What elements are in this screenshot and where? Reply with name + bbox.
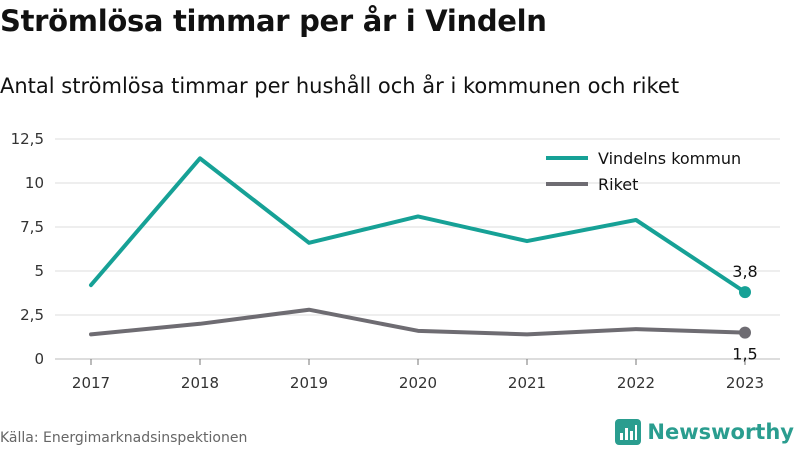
- y-tick-label: 0: [34, 350, 44, 368]
- y-tick-label: 7,5: [20, 218, 44, 236]
- brand-name: Newsworthy: [647, 420, 794, 444]
- y-tick-label: 2,5: [20, 306, 44, 324]
- brand-logo: Newsworthy: [615, 419, 794, 445]
- x-tick-label: 2021: [508, 374, 546, 392]
- y-tick-label: 10: [25, 174, 44, 192]
- x-tick-label: 2020: [399, 374, 437, 392]
- x-tick-label: 2019: [290, 374, 328, 392]
- legend: Vindelns kommun Riket: [546, 149, 741, 194]
- series-end-label: 3,8: [732, 262, 757, 281]
- chart-title: Strömlösa timmar per år i Vindeln: [0, 4, 547, 38]
- series-end-label: 1,5: [732, 345, 757, 364]
- x-tick-label: 2023: [726, 374, 764, 392]
- chart-subtitle: Antal strömlösa timmar per hushåll och å…: [0, 74, 680, 98]
- legend-label: Riket: [598, 175, 638, 194]
- series-end-point: [739, 326, 751, 339]
- series-line-1: [89, 307, 747, 337]
- legend-label: Vindelns kommun: [598, 149, 741, 168]
- source-note: Källa: Energimarknadsinspektionen: [0, 430, 248, 446]
- y-tick-label: 12,5: [11, 130, 44, 148]
- series-line-0: [89, 156, 747, 295]
- y-axis-ticks: 0 2,5 5 7,5 10 12,5: [11, 130, 44, 368]
- x-axis-ticks: 2017 2018 2019 2020 2021 2022 2023: [72, 359, 764, 392]
- y-tick-label: 5: [34, 262, 44, 280]
- x-tick-label: 2017: [72, 374, 110, 392]
- x-tick-label: 2022: [617, 374, 655, 392]
- series-lines: 3,8 1,5: [89, 156, 758, 364]
- x-tick-label: 2018: [181, 374, 219, 392]
- bar-chart-icon: [615, 419, 642, 445]
- series-end-point: [739, 286, 751, 299]
